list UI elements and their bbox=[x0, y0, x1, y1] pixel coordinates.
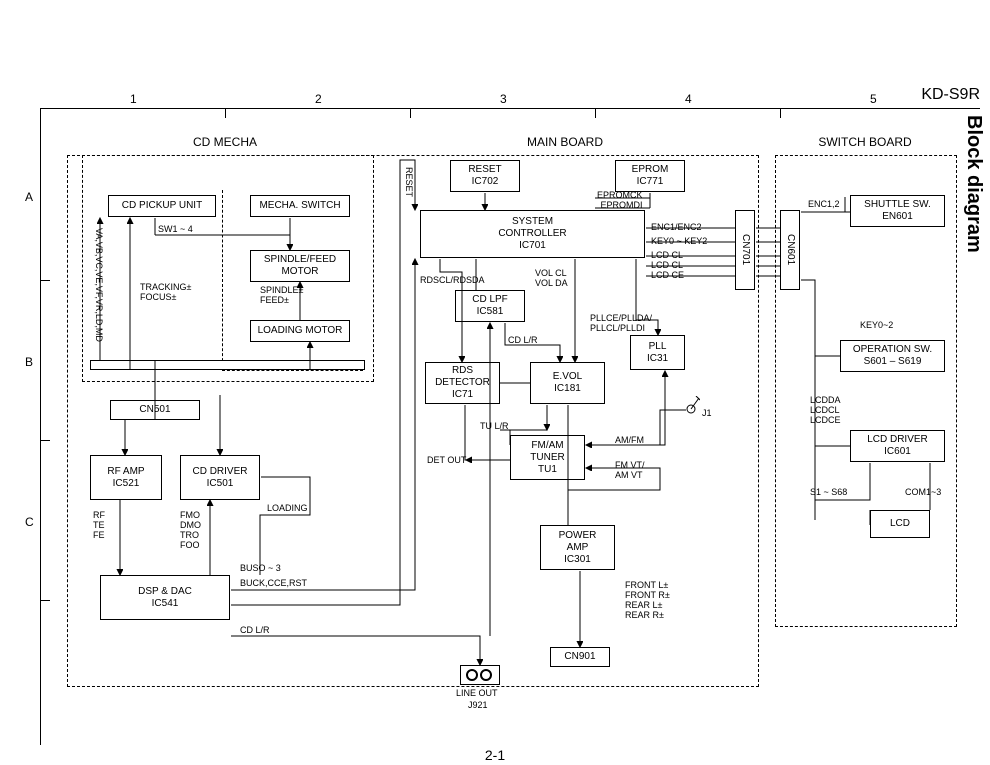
block-cd-lpf: CD LPF IC581 bbox=[455, 290, 525, 322]
sig-spindle-feed: SPINDLE± FEED± bbox=[260, 285, 303, 305]
col-4: 4 bbox=[685, 92, 692, 106]
block-mecha-switch: MECHA. SWITCH bbox=[250, 195, 350, 217]
sig-pllbus: PLLCE/PLLDA/ PLLCL/PLLDI bbox=[590, 313, 652, 333]
block-cn501: CN501 bbox=[110, 400, 200, 420]
page-number: 2-1 bbox=[485, 747, 505, 763]
block-cd-pickup: CD PICKUP UNIT bbox=[108, 195, 216, 217]
sig-buso3: BUSO ~ 3 bbox=[240, 563, 281, 573]
diagram-title: Block diagram bbox=[962, 115, 985, 253]
block-sys-ctrl: SYSTEM CONTROLLER IC701 bbox=[420, 210, 645, 258]
sig-fmvt: FM VT/ AM VT bbox=[615, 460, 645, 480]
antenna-icon bbox=[682, 396, 700, 414]
sig-enc12b: ENC1,2 bbox=[808, 199, 840, 209]
sig-rf-te-fe: RF TE FE bbox=[93, 510, 105, 540]
sig-reset: RESET bbox=[404, 167, 414, 197]
block-dsp-dac: DSP & DAC IC541 bbox=[100, 575, 230, 620]
sig-epromck: EPROMCK EPROMDI bbox=[597, 190, 643, 210]
model-label: KD-S9R bbox=[921, 86, 980, 104]
sig-enc12: ENC1/ENC2 bbox=[651, 222, 702, 232]
block-cn601: CN601 bbox=[780, 210, 800, 290]
block-lcd: LCD bbox=[870, 510, 930, 538]
sig-fmo: FMO DMO TRO FOO bbox=[180, 510, 201, 550]
block-operation-sw: OPERATION SW. S601 – S619 bbox=[840, 340, 945, 372]
col-5: 5 bbox=[870, 92, 877, 106]
lineout-label: LINE OUT bbox=[456, 688, 498, 698]
sig-key02: KEY0 ~ KEY2 bbox=[651, 236, 707, 246]
sig-j1: J1 bbox=[702, 408, 712, 418]
row-c: C bbox=[25, 515, 34, 529]
block-cn901: CN901 bbox=[550, 647, 610, 667]
sig-vabcvef: VA,VB,VC,VE,VF,VR,LD,MD bbox=[94, 228, 104, 342]
sig-lcdda: LCDDA LCDCL LCDCE bbox=[810, 395, 841, 425]
block-tuner: FM/AM TUNER TU1 bbox=[510, 435, 585, 480]
sig-rdscl: RDSCL/RDSDA bbox=[420, 275, 485, 285]
sig-key02b: KEY0~2 bbox=[860, 320, 893, 330]
block-reset: RESET IC702 bbox=[450, 160, 520, 192]
row-a: A bbox=[25, 190, 33, 204]
sig-buck: BUCK,CCE,RST bbox=[240, 578, 307, 588]
section-switch-board: SWITCH BOARD bbox=[805, 135, 925, 149]
col-2: 2 bbox=[315, 92, 322, 106]
sig-volcl: VOL CL VOL DA bbox=[535, 268, 568, 288]
block-cn701: CN701 bbox=[735, 210, 755, 290]
sig-sw14: SW1 ~ 4 bbox=[158, 224, 193, 234]
col-3: 3 bbox=[500, 92, 507, 106]
col-1: 1 bbox=[130, 92, 137, 106]
sig-tracking-focus: TRACKING± FOCUS± bbox=[140, 282, 191, 302]
sig-loading: LOADING bbox=[267, 503, 308, 513]
block-spindle-feed: SPINDLE/FEED MOTOR bbox=[250, 250, 350, 282]
sig-s1s68: S1 ~ S68 bbox=[810, 487, 847, 497]
block-evol: E.VOL IC181 bbox=[530, 362, 605, 404]
row-b: B bbox=[25, 355, 33, 369]
section-main-board: MAIN BOARD bbox=[505, 135, 625, 149]
block-rf-amp: RF AMP IC521 bbox=[90, 455, 162, 500]
lineout-ref: J921 bbox=[468, 700, 488, 710]
sig-tulr: TU L/R bbox=[480, 421, 509, 431]
sig-frontrear: FRONT L± FRONT R± REAR L± REAR R± bbox=[625, 580, 670, 620]
block-power-amp: POWER AMP IC301 bbox=[540, 525, 615, 570]
block-pll: PLL IC31 bbox=[630, 335, 685, 370]
block-rds: RDS DETECTOR IC71 bbox=[425, 362, 500, 404]
sig-cdlr2: CD L/R bbox=[508, 335, 538, 345]
sig-detout: DET OUT bbox=[427, 455, 466, 465]
sig-amfm: AM/FM bbox=[615, 435, 644, 445]
lineout-jack-icon bbox=[466, 669, 492, 681]
sig-com13: COM1~3 bbox=[905, 487, 941, 497]
block-lcd-driver: LCD DRIVER IC601 bbox=[850, 430, 945, 462]
block-shuttle-sw: SHUTTLE SW. EN601 bbox=[850, 195, 945, 227]
block-eprom: EPROM IC771 bbox=[615, 160, 685, 192]
block-loading-motor: LOADING MOTOR bbox=[250, 320, 350, 342]
block-cd-driver: CD DRIVER IC501 bbox=[180, 455, 260, 500]
sig-cdlr: CD L/R bbox=[240, 625, 270, 635]
block-bus-bar bbox=[90, 360, 365, 370]
sig-lcdbus: LCD CL LCD CL LCD CE bbox=[651, 250, 684, 280]
section-cd-mecha: CD MECHA bbox=[165, 135, 285, 149]
